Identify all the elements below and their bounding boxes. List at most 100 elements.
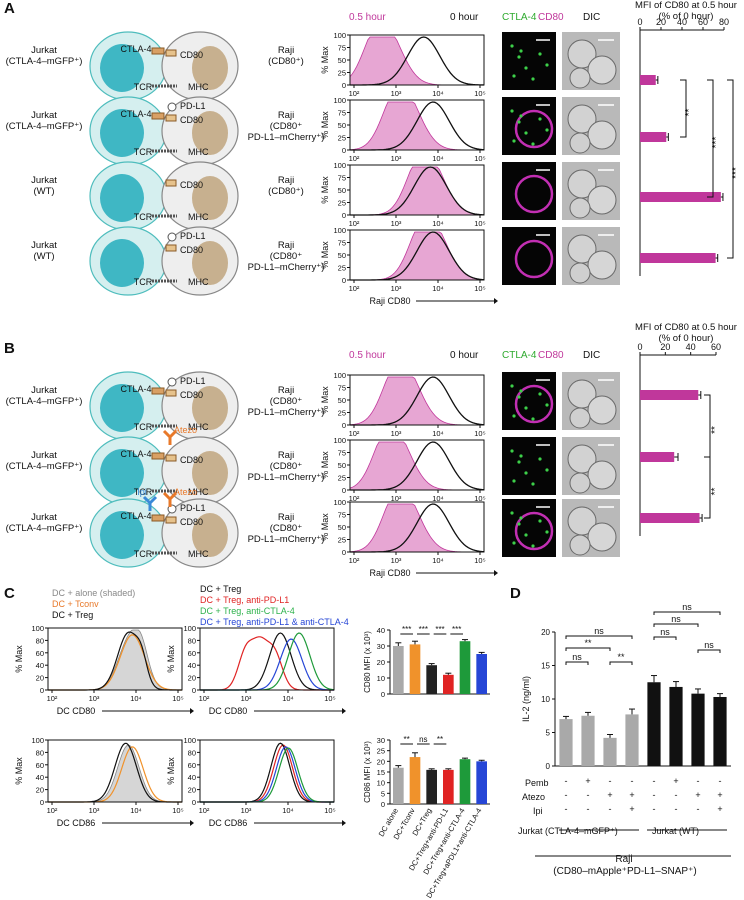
- treatment-sign: -: [675, 804, 678, 814]
- bar-tick-label: 80: [719, 17, 729, 27]
- bar-tick-label: 20: [660, 342, 670, 352]
- mhc-label: MHC: [188, 549, 209, 559]
- hist-xtick-label: 10⁵: [324, 806, 335, 815]
- hist-ytick-label: 75: [338, 174, 346, 183]
- sig-label: ***: [452, 625, 461, 634]
- bar-ylabel: IL-2 (ng/ml): [521, 676, 531, 722]
- hist-ytick-label: 40: [188, 773, 196, 782]
- bar: [476, 761, 487, 804]
- hist-xtick-label: 10⁴: [130, 806, 142, 815]
- atezo-label: Atezo: [174, 425, 197, 435]
- hist-xtick-label: 10²: [349, 89, 360, 98]
- ctla4-punctum: [538, 392, 542, 396]
- bar: [691, 693, 705, 766]
- tcr-label: TCR: [134, 277, 153, 287]
- sig-label: **: [710, 488, 721, 496]
- hist-xtick-label: 10²: [349, 284, 360, 293]
- bar: [640, 75, 656, 85]
- sig-label: ns: [704, 640, 714, 650]
- hist-ylabel: % Max: [320, 451, 330, 479]
- schematic-right-label-a-2: Raji (CD80⁺): [268, 175, 304, 197]
- tcr-label: TCR: [134, 422, 153, 432]
- schematic-left-label-b-1: Jurkat (CTLA-4–mGFP⁺): [5, 450, 83, 472]
- ctla4-punctum: [512, 414, 516, 418]
- micro-header-cd80-b: CD80: [538, 350, 564, 361]
- sig-label: ns: [594, 626, 604, 636]
- atezo-label: Atezo: [174, 487, 197, 497]
- d-row-atezo: Atezo: [522, 792, 546, 802]
- raji-nucleus: [192, 111, 228, 155]
- hist-ytick-label: 40: [36, 661, 44, 670]
- hist-ytick-label: 100: [31, 624, 44, 633]
- treatment-sign: +: [629, 804, 634, 814]
- treatment-sign: -: [609, 804, 612, 814]
- ctla4-molecule: [151, 387, 165, 395]
- ctla4-punctum: [510, 511, 514, 515]
- dic-cell: [587, 395, 617, 425]
- hist-xtick-label: 10³: [391, 89, 402, 98]
- ctla4-molecule: [151, 112, 165, 120]
- hist-xtick-label: 10³: [89, 694, 100, 703]
- hist-ytick-label: 40: [188, 661, 196, 670]
- hist-xarrow-head: [190, 820, 194, 826]
- hist-legend-shaded: 0.5 hour: [349, 12, 386, 23]
- ctla4-punctum: [512, 541, 516, 545]
- legend-c2-both: DC + Treg, anti-PD-L1 & anti-CTLA-4: [200, 617, 349, 627]
- d-raji-sub: (CD80–mApple⁺PD-L1–SNAP⁺): [553, 866, 697, 877]
- schematic-a-2: TCR MHC CD80: [89, 161, 239, 231]
- micrograph-a-2: [502, 162, 620, 220]
- treatment-sign: +: [717, 790, 722, 800]
- significance-b: ** **: [704, 394, 721, 519]
- bar: [409, 757, 421, 804]
- sig-label: **: [437, 735, 443, 744]
- fluorescence-image: [502, 437, 556, 495]
- ctla4-punctum: [524, 406, 528, 410]
- hist-xtick-label: 10⁴: [432, 284, 444, 293]
- ctla4-punctum: [510, 44, 514, 48]
- hist-ytick-label: 100: [333, 161, 346, 170]
- schematic-b-1: TCR MHC CTLA-4 CD80 Atezo: [89, 425, 239, 506]
- bar: [443, 769, 454, 804]
- hist-ytick-label: 50: [338, 523, 346, 532]
- bar: [640, 513, 700, 523]
- bar-tick-label: 10: [377, 674, 385, 683]
- hist-ytick-label: 60: [188, 649, 196, 658]
- micrograph-a-3: [502, 227, 620, 285]
- ctla4-molecule: [151, 452, 165, 460]
- bar: [559, 719, 573, 766]
- ctla4-punctum: [512, 479, 516, 483]
- treatment-sign: -: [675, 790, 678, 800]
- schematic-b-2: TCR MHC CTLA-4 CD80 PD-L1 Atezo Ipi: [89, 487, 239, 568]
- hist-ytick-label: 0: [40, 798, 44, 807]
- hist-ytick-label: 80: [36, 748, 44, 757]
- hist-xtick-label: 10⁴: [282, 694, 294, 703]
- pdl1-label: PD-L1: [180, 376, 206, 386]
- hist-ylabel: % Max: [166, 757, 176, 785]
- treatment-sign: -: [697, 776, 700, 786]
- histogram-c-cd86-2: 0 20 40 60 80 100 % Max 10² 10³ 10⁴ 10⁵ DC CD86: [166, 736, 346, 828]
- legend-c1-tconv: DC + Tconv: [52, 599, 99, 609]
- hist-legend-shaded-b: 0.5 hour: [349, 350, 386, 361]
- panel-label-c: C: [4, 585, 15, 602]
- d-row-ipi: Ipi: [533, 806, 543, 816]
- cd80-ring: [514, 174, 554, 214]
- schematic-right-label-a-1: Raji (CD80⁺ PD-L1–mCherry⁺): [247, 110, 325, 143]
- hist-ytick-label: 80: [188, 748, 196, 757]
- hist-xtick-label: 10⁵: [474, 219, 485, 228]
- hist-ytick-label: 20: [188, 786, 196, 795]
- schematic-right-label-a-0: Raji (CD80⁺): [268, 45, 304, 67]
- hist-ytick-label: 20: [36, 674, 44, 683]
- hist-ytick-label: 50: [338, 396, 346, 405]
- sig-label: ***: [711, 137, 722, 149]
- treatment-sign: +: [585, 776, 590, 786]
- hist-ytick-label: 25: [338, 536, 346, 545]
- hist-xtick-label: 10⁴: [282, 806, 294, 815]
- treatment-sign: -: [609, 776, 612, 786]
- ctla4-punctum: [519, 516, 523, 520]
- legend-c1-alone: DC + alone (shaded): [52, 588, 136, 598]
- hist-xtick-label: 10⁴: [432, 219, 444, 228]
- hist-ytick-label: 50: [338, 121, 346, 130]
- schematic-a-1: TCR MHC CTLA-4 CD80 PD-L1: [89, 96, 239, 166]
- bar-tick-label: 40: [677, 17, 687, 27]
